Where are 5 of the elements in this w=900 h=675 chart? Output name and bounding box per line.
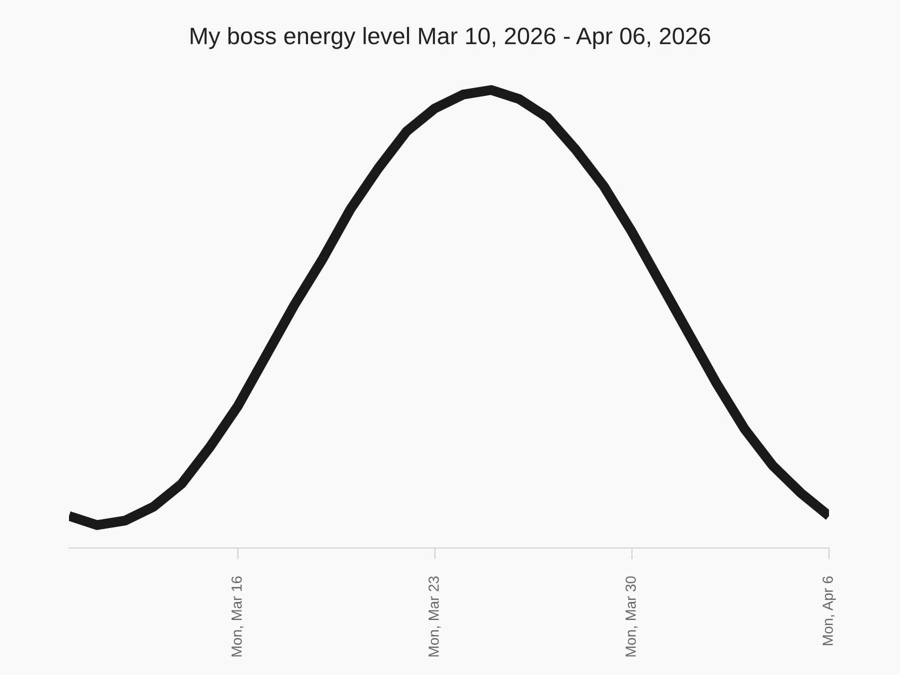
chart-title: My boss energy level Mar 10, 2026 - Apr 06, 2026 bbox=[190, 26, 710, 50]
x-tick-label: Mon, Apr 6 bbox=[822, 576, 836, 646]
x-tick-label: Mon, Mar 23 bbox=[428, 576, 441, 656]
x-tick-label: Mon, Mar 16 bbox=[231, 576, 244, 656]
x-tick-label: Mon, Mar 30 bbox=[626, 576, 638, 656]
